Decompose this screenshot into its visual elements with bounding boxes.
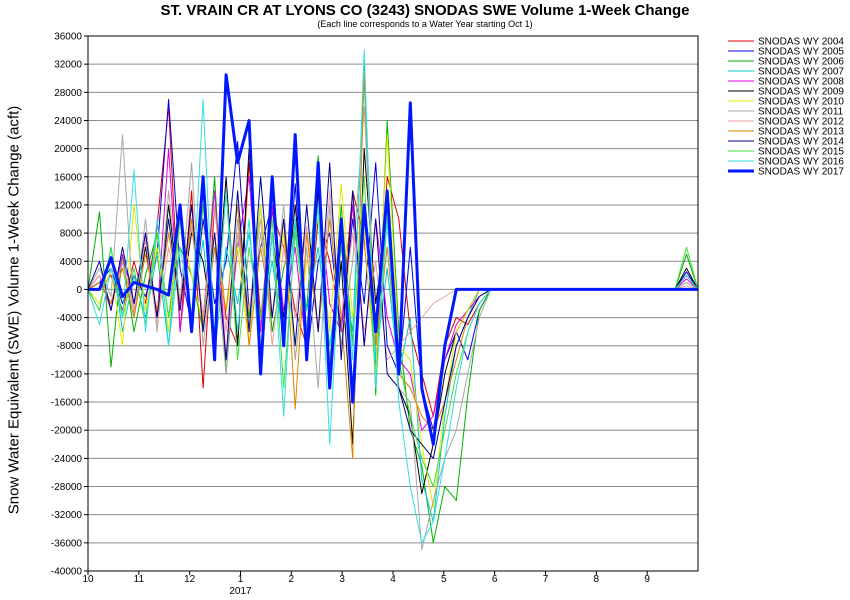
- legend-label: SNODAS WY 2005: [758, 47, 844, 58]
- y-tick-label: -40000: [51, 567, 83, 578]
- y-tick-label: 36000: [54, 32, 82, 43]
- legend-label: SNODAS WY 2006: [758, 57, 844, 68]
- y-tick-label: 0: [76, 285, 82, 296]
- chart-title: ST. VRAIN CR AT LYONS CO (3243) SNODAS S…: [160, 2, 690, 19]
- x-tick-label: 10: [82, 574, 94, 585]
- y-tick-label: -32000: [51, 510, 83, 521]
- x-tick-label: 5: [441, 574, 447, 585]
- y-tick-label: 4000: [60, 257, 83, 268]
- chart-subtitle: (Each line corresponds to a Water Year s…: [317, 19, 533, 29]
- legend-label: SNODAS WY 2007: [758, 67, 844, 78]
- x-tick-label: 1: [238, 574, 244, 585]
- y-axis-ticks: 36000 32000 28000 24000 20000 16000 12000 8000 4…: [51, 32, 88, 578]
- y-tick-label: 24000: [54, 116, 82, 127]
- y-tick-label: -28000: [51, 482, 83, 493]
- x-tick-label: 12: [184, 574, 196, 585]
- y-tick-label: -24000: [51, 454, 83, 465]
- legend-label: SNODAS WY 2010: [758, 97, 844, 108]
- x-tick-label: 3: [339, 574, 345, 585]
- x-tick-label: 6: [492, 574, 498, 585]
- legend-label: SNODAS WY 2014: [758, 137, 844, 148]
- x-tick-label: 2: [289, 574, 295, 585]
- y-tick-label: 16000: [54, 172, 82, 183]
- y-tick-label: -12000: [51, 369, 83, 380]
- series-lines: [87, 49, 699, 551]
- x-year-label: 2017: [229, 586, 252, 597]
- legend-label: SNODAS WY 2015: [758, 147, 844, 158]
- y-tick-label: -8000: [56, 341, 82, 352]
- legend-label: SNODAS WY 2012: [758, 117, 844, 128]
- x-tick-label: 11: [134, 574, 145, 585]
- y-tick-label: 32000: [54, 60, 82, 71]
- y-tick-label: 20000: [54, 144, 82, 155]
- legend-label: SNODAS WY 2013: [758, 127, 844, 138]
- legend-label: SNODAS WY 2011: [758, 107, 844, 118]
- y-tick-label: -20000: [51, 426, 83, 437]
- x-tick-label: 4: [390, 574, 396, 585]
- x-tick-label: 7: [543, 574, 549, 585]
- legend-label: SNODAS WY 2008: [758, 77, 844, 88]
- y-tick-label: 8000: [60, 229, 83, 240]
- y-tick-label: -36000: [51, 538, 83, 549]
- y-tick-label: -16000: [51, 398, 83, 409]
- y-tick-label: -4000: [56, 313, 82, 324]
- legend-label: SNODAS WY 2009: [758, 87, 844, 98]
- y-tick-label: 12000: [54, 200, 82, 211]
- legend-label: SNODAS WY 2004: [758, 37, 844, 48]
- y-tick-label: 28000: [54, 88, 82, 99]
- series-line-snodas-wy-2017: [88, 73, 698, 446]
- legend-label: SNODAS WY 2017: [758, 167, 844, 178]
- x-tick-label: 8: [594, 574, 600, 585]
- x-tick-label: 9: [644, 574, 650, 585]
- legend-label: SNODAS WY 2016: [758, 157, 844, 168]
